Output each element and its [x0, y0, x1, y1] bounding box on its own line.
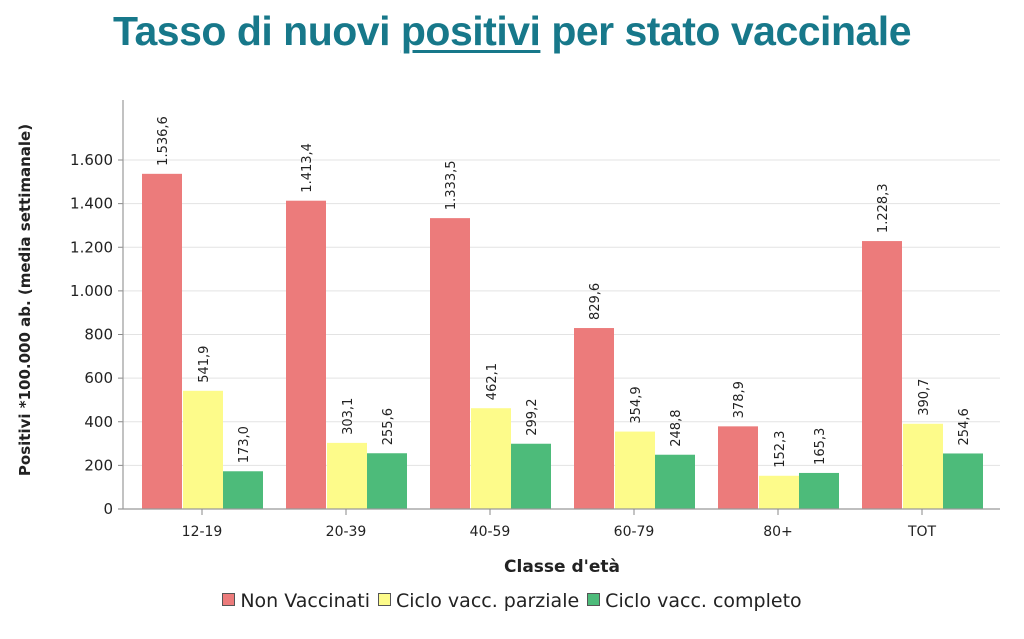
bar-non-vaccinati: [574, 328, 614, 509]
bar-ciclo-vacc-parziale: [183, 390, 223, 509]
data-label: 254,6: [957, 408, 972, 445]
y-tick-label: 400: [84, 413, 113, 431]
title-text: Tasso di nuovi: [113, 8, 401, 54]
y-tick-label: 1.400: [70, 195, 113, 213]
data-label: 255,6: [381, 408, 396, 445]
legend-item: Ciclo vacc. parziale: [378, 590, 579, 612]
data-label: 152,3: [773, 431, 788, 468]
data-label: 1.536,6: [156, 116, 171, 166]
legend-label: Ciclo vacc. parziale: [396, 590, 580, 612]
legend-swatch: [587, 593, 601, 606]
data-label: 1.333,5: [444, 161, 459, 211]
y-axis-title: Positivi *100.000 ab. (media settimanale…: [16, 124, 34, 476]
bar-ciclo-vacc-parziale: [615, 431, 655, 509]
legend-item: Non Vaccinati: [222, 590, 370, 612]
y-tick-label: 200: [84, 456, 113, 474]
bar-non-vaccinati: [718, 426, 758, 509]
legend-swatch: [378, 593, 391, 606]
data-label: 354,9: [629, 386, 644, 423]
y-tick-label: 800: [84, 326, 113, 344]
x-tick-label: 60-79: [614, 524, 655, 540]
bar-non-vaccinati: [430, 218, 470, 509]
y-tick-label: 1.200: [70, 238, 113, 256]
bar-ciclo-vacc-completo: [655, 454, 695, 509]
bar-ciclo-vacc-parziale: [759, 475, 799, 509]
x-tick-label: 12-19: [182, 524, 223, 540]
data-label: 1.228,3: [876, 183, 891, 233]
bar-non-vaccinati: [862, 241, 902, 509]
bar-non-vaccinati: [142, 173, 182, 509]
x-tick-label: 40-59: [470, 524, 511, 540]
data-label: 173,0: [237, 426, 252, 463]
y-tick-label: 0: [103, 500, 113, 518]
x-axis-title: Classe d'età: [504, 557, 620, 577]
bar-non-vaccinati: [286, 200, 326, 509]
bar-ciclo-vacc-parziale: [903, 423, 943, 509]
data-label: 829,6: [588, 283, 603, 320]
data-label: 378,9: [732, 381, 747, 418]
data-label: 303,1: [341, 398, 356, 435]
data-label: 390,7: [917, 379, 932, 416]
data-label: 248,8: [669, 410, 684, 447]
legend-label: Ciclo vacc. completo: [605, 590, 802, 612]
bar-ciclo-vacc-completo: [223, 471, 263, 509]
title-text-end: per stato vaccinale: [540, 8, 911, 54]
bar-ciclo-vacc-parziale: [471, 408, 511, 509]
data-label: 1.413,4: [300, 143, 315, 193]
legend-label: Non Vaccinati: [240, 590, 370, 612]
y-tick-label: 600: [84, 369, 113, 387]
legend-item: Ciclo vacc. completo: [587, 590, 802, 612]
data-label: 541,9: [197, 346, 212, 383]
legend: Non Vaccinati Ciclo vacc. parziale Ciclo v…: [0, 590, 1024, 612]
bar-ciclo-vacc-completo: [367, 453, 407, 509]
bar-ciclo-vacc-completo: [943, 453, 983, 509]
x-tick-label: TOT: [907, 524, 937, 540]
x-tick-label: 80+: [763, 524, 793, 540]
data-label: 299,2: [525, 399, 540, 436]
y-tick-label: 1.600: [70, 151, 113, 169]
x-tick-label: 20-39: [326, 524, 367, 540]
bar-ciclo-vacc-completo: [511, 443, 551, 509]
data-label: 462,1: [485, 363, 500, 400]
chart-title: Tasso di nuovi positivi per stato vaccin…: [0, 8, 1024, 55]
bar-ciclo-vacc-parziale: [327, 442, 367, 509]
y-tick-label: 1.000: [70, 282, 113, 300]
bar-ciclo-vacc-completo: [799, 472, 839, 509]
title-underlined-word: positivi: [400, 8, 541, 54]
legend-swatch: [222, 593, 236, 606]
data-label: 165,3: [813, 428, 828, 465]
